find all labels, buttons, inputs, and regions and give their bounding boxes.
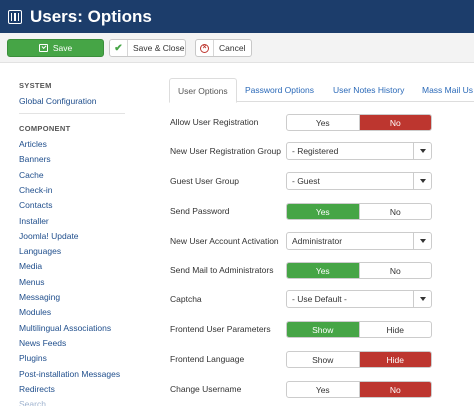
change-username-no-option[interactable]: No (358, 382, 431, 397)
option-label-send-password: Send Password (170, 206, 230, 216)
sidebar: SYSTEM Global Configuration COMPONENT Artic… (0, 63, 140, 406)
tab-user-notes-history[interactable]: User Notes History (333, 85, 405, 95)
toggle-frontend-language: Show Hide (286, 351, 432, 368)
send-mail-to-administrators-no-option[interactable]: No (358, 263, 432, 278)
page-header: Users: Options (0, 0, 474, 33)
tab-mass-mail-us[interactable]: Mass Mail Us (422, 85, 474, 95)
sidebar-item-news-feeds[interactable]: News Feeds (19, 337, 67, 348)
cancel-button[interactable]: × Cancel (195, 39, 252, 57)
sidebar-item-cache[interactable]: Cache (19, 169, 44, 180)
send-password-yes-option[interactable]: Yes (287, 204, 359, 219)
option-label-send-mail-to-administrators: Send Mail to Administrators (170, 265, 274, 275)
allow-user-registration-yes-option[interactable]: Yes (315, 117, 330, 128)
sidebar-item-messaging[interactable]: Messaging (19, 292, 61, 302)
toolbar: Save ✔ Save & Close × Cancel (0, 33, 474, 63)
sidebar-item-menus[interactable]: Menus (19, 276, 45, 287)
frontend-language-hide-option[interactable]: Hide (358, 352, 431, 367)
page-title: Users: Options (30, 6, 152, 26)
select-new-user-registration-group[interactable]: - Registered (286, 142, 432, 160)
select-value: - Registered (292, 146, 339, 156)
save-icon (38, 44, 48, 52)
option-label-frontend-user-parameters: Frontend User Parameters (170, 324, 271, 334)
sidebar-item-banners[interactable]: Banners (19, 154, 51, 165)
chevron-down-icon (413, 233, 431, 249)
sidebar-item-joomla-update[interactable]: Joomla! Update (19, 230, 79, 241)
sidebar-item-contacts[interactable]: Contacts (19, 200, 53, 211)
check-icon: ✔ (114, 42, 123, 54)
sidebar-item-languages[interactable]: Languages (19, 246, 62, 257)
save-close-button-label: Save & Close (133, 43, 185, 53)
frontend-user-parameters-hide-option[interactable]: Hide (358, 322, 432, 337)
sidebar-heading-system: SYSTEM (19, 81, 52, 90)
select-value: - Guest (292, 176, 320, 186)
frontend-user-parameters-show-option[interactable]: Show (287, 322, 359, 337)
option-label-guest-user-group: Guest User Group (170, 176, 239, 186)
cancel-icon: × (200, 43, 209, 53)
select-guest-user-group[interactable]: - Guest (286, 172, 432, 190)
sidebar-item-installer[interactable]: Installer (19, 215, 49, 226)
option-label-captcha: Captcha (170, 294, 202, 304)
save-button[interactable]: Save (7, 39, 104, 57)
select-value: - Use Default - (292, 294, 347, 304)
select-value: Administrator (292, 236, 343, 246)
cancel-button-label: Cancel (219, 43, 246, 53)
sidebar-heading-component: COMPONENT (19, 124, 71, 133)
tab-password-options[interactable]: Password Options (245, 85, 314, 95)
chevron-down-icon (413, 173, 431, 189)
frontend-language-show-option[interactable]: Show (312, 354, 334, 365)
options-tabs: User Options Password Options User Notes H… (169, 78, 474, 103)
option-label-new-user-registration-group: New User Registration Group (170, 146, 282, 156)
sidebar-item-multilingual-associations[interactable]: Multilingual Associations (19, 322, 112, 333)
toggle-send-password: Yes No (286, 203, 432, 220)
sidebar-item-media[interactable]: Media (19, 261, 43, 272)
option-label-allow-user-registration: Allow User Registration (170, 117, 259, 127)
option-label-change-username: Change Username (170, 384, 242, 394)
change-username-yes-option[interactable]: Yes (315, 384, 330, 395)
toggle-send-mail-to-administrators: Yes No (286, 262, 432, 279)
sidebar-item-plugins[interactable]: Plugins (19, 353, 47, 364)
sidebar-item-post-installation-messages[interactable]: Post-installation Messages (19, 368, 121, 379)
chevron-down-icon (413, 143, 431, 159)
select-captcha[interactable]: - Use Default - (286, 290, 432, 308)
toggle-allow-user-registration: Yes No (286, 114, 432, 131)
sidebar-item-check-in[interactable]: Check-in (19, 184, 53, 195)
send-password-no-option[interactable]: No (358, 204, 432, 219)
sidebar-divider (19, 113, 125, 114)
allow-user-registration-no-option[interactable]: No (358, 115, 431, 130)
select-new-user-account-activation[interactable]: Administrator (286, 232, 432, 250)
option-label-frontend-language: Frontend Language (170, 354, 245, 364)
options-icon (8, 9, 22, 24)
save-button-label: Save (52, 43, 73, 53)
chevron-down-icon (413, 291, 431, 307)
tab-user-options[interactable]: User Options (169, 78, 237, 103)
save-close-button[interactable]: ✔ Save & Close (109, 39, 186, 57)
sidebar-item-modules[interactable]: Modules (19, 307, 52, 318)
toggle-change-username: Yes No (286, 381, 432, 398)
option-label-new-user-account-activation: New User Account Activation (170, 236, 279, 246)
sidebar-item-global-configuration[interactable]: Global Configuration (19, 96, 97, 106)
send-mail-to-administrators-yes-option[interactable]: Yes (287, 263, 359, 278)
sidebar-item-articles[interactable]: Articles (19, 139, 47, 149)
sidebar-item-search[interactable]: Search (19, 399, 46, 406)
toggle-frontend-user-parameters: Show Hide (286, 321, 432, 338)
sidebar-item-redirects[interactable]: Redirects (19, 383, 55, 394)
